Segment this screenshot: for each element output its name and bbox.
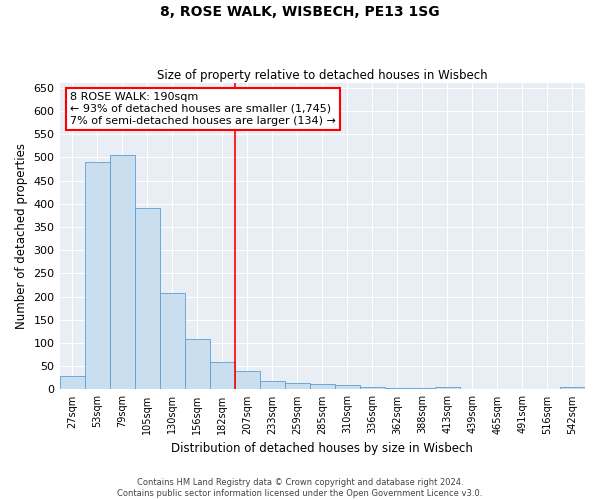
Bar — [335, 385, 360, 390]
Bar — [110, 155, 134, 390]
Bar — [59, 376, 85, 390]
Text: 8 ROSE WALK: 190sqm
← 93% of detached houses are smaller (1,745)
7% of semi-deta: 8 ROSE WALK: 190sqm ← 93% of detached ho… — [70, 92, 336, 126]
Text: 8, ROSE WALK, WISBECH, PE13 1SG: 8, ROSE WALK, WISBECH, PE13 1SG — [160, 5, 440, 19]
Title: Size of property relative to detached houses in Wisbech: Size of property relative to detached ho… — [157, 69, 488, 82]
Bar — [209, 362, 235, 390]
Bar — [260, 381, 285, 390]
Bar — [285, 384, 310, 390]
Y-axis label: Number of detached properties: Number of detached properties — [15, 144, 28, 330]
Bar — [185, 340, 209, 390]
Bar — [310, 384, 335, 390]
Bar — [435, 387, 460, 390]
Bar — [410, 388, 435, 390]
Bar — [160, 293, 185, 390]
Bar — [360, 387, 385, 390]
Bar — [235, 371, 260, 390]
Bar — [385, 388, 410, 390]
X-axis label: Distribution of detached houses by size in Wisbech: Distribution of detached houses by size … — [172, 442, 473, 455]
Bar — [134, 208, 160, 390]
Text: Contains HM Land Registry data © Crown copyright and database right 2024.
Contai: Contains HM Land Registry data © Crown c… — [118, 478, 482, 498]
Bar — [560, 387, 585, 390]
Bar — [85, 162, 110, 390]
